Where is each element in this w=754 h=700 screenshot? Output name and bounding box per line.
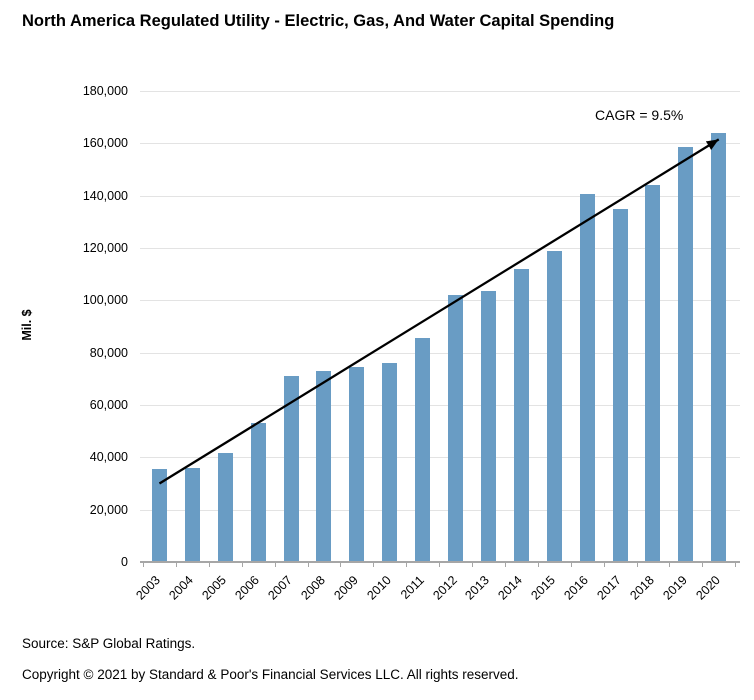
y-tick-label-180,000: 180,000 bbox=[82, 84, 128, 98]
y-tick-label-20,000: 20,000 bbox=[89, 502, 128, 517]
y-tick-label-0: 0 bbox=[121, 555, 128, 569]
gridline-180,000 bbox=[140, 91, 740, 92]
x-axis-tick bbox=[735, 563, 737, 567]
bar-2008 bbox=[316, 370, 332, 562]
bar-2013 bbox=[480, 291, 496, 562]
bar-2017 bbox=[612, 208, 628, 562]
source-note: Source: S&P Global Ratings. bbox=[22, 636, 196, 651]
x-axis-tick bbox=[570, 563, 572, 567]
y-tick-label-80,000: 80,000 bbox=[89, 345, 128, 360]
gridline-160,000 bbox=[140, 143, 740, 145]
bar-2006 bbox=[250, 423, 266, 562]
bar-2004 bbox=[184, 467, 200, 562]
y-tick-label-100,000: 100,000 bbox=[82, 293, 128, 308]
x-axis-tick bbox=[175, 563, 177, 567]
trend-line bbox=[158, 138, 720, 485]
x-axis-tick bbox=[307, 563, 309, 567]
x-axis-tick bbox=[274, 563, 276, 567]
x-axis-tick bbox=[472, 563, 473, 567]
x-axis-tick bbox=[439, 563, 441, 567]
bar-2015 bbox=[546, 250, 562, 562]
x-axis-tick bbox=[636, 563, 638, 567]
y-tick-label-120,000: 120,000 bbox=[82, 241, 128, 255]
y-tick-label-160,000: 160,000 bbox=[82, 136, 128, 151]
x-axis-tick bbox=[340, 563, 342, 567]
x-axis-tick bbox=[143, 563, 144, 567]
x-axis-tick bbox=[208, 563, 210, 567]
y-tick-label-140,000: 140,000 bbox=[82, 188, 128, 203]
x-axis-tick bbox=[504, 563, 506, 567]
gridline-20,000 bbox=[140, 509, 740, 511]
bar-2018 bbox=[645, 185, 661, 562]
bar-2007 bbox=[283, 376, 299, 562]
x-axis-tick bbox=[241, 563, 243, 567]
bar-2012 bbox=[448, 295, 464, 562]
x-axis-tick bbox=[537, 563, 539, 567]
bar-2014 bbox=[513, 268, 529, 562]
x-axis-tick bbox=[406, 563, 408, 567]
bar-2009 bbox=[349, 367, 365, 562]
y-tick-label-40,000: 40,000 bbox=[89, 450, 128, 465]
y-tick-label-60,000: 60,000 bbox=[89, 398, 128, 412]
cagr-annotation: CAGR = 9.5% bbox=[595, 107, 684, 123]
bar-2016 bbox=[579, 194, 595, 562]
x-axis-tick bbox=[702, 563, 704, 567]
copyright-note: Copyright © 2021 by Standard & Poor's Fi… bbox=[22, 667, 519, 682]
bar-2020 bbox=[711, 132, 727, 562]
chart-title: North America Regulated Utility - Electr… bbox=[22, 12, 615, 30]
bar-2005 bbox=[217, 453, 233, 562]
x-axis-tick bbox=[603, 563, 605, 567]
x-axis-tick bbox=[373, 563, 375, 567]
bar-2011 bbox=[415, 338, 431, 562]
bar-2010 bbox=[382, 363, 398, 562]
bar-2019 bbox=[678, 147, 694, 562]
x-axis-tick bbox=[669, 563, 671, 567]
bar-2003 bbox=[151, 469, 167, 562]
x-axis-line bbox=[140, 561, 740, 563]
